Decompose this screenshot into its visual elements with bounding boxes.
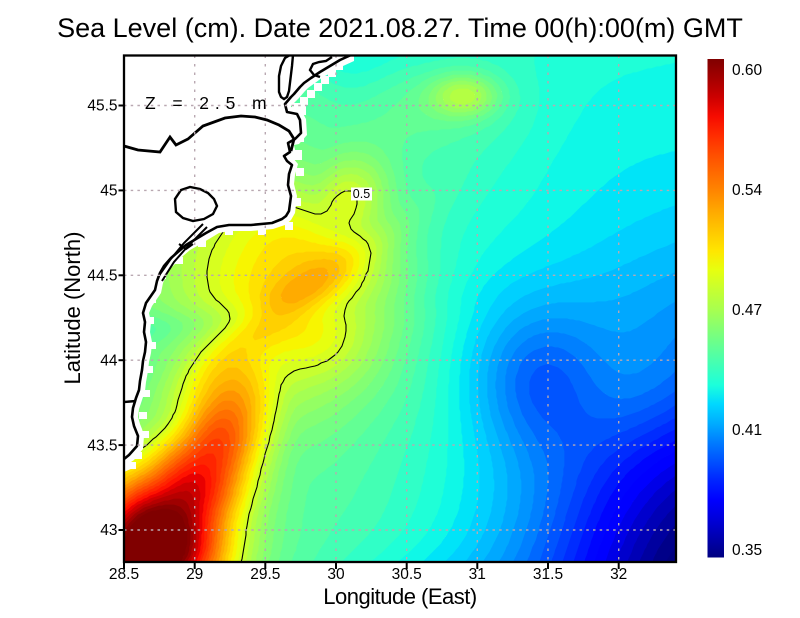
- svg-text:44: 44: [100, 352, 118, 369]
- svg-text:31.5: 31.5: [533, 566, 563, 583]
- svg-text:43.5: 43.5: [87, 437, 117, 454]
- svg-text:0.54: 0.54: [732, 182, 763, 199]
- svg-text:32: 32: [610, 566, 627, 583]
- svg-text:30: 30: [327, 566, 345, 583]
- svg-text:Z = 2.5 m: Z = 2.5 m: [145, 93, 273, 113]
- svg-text:29.5: 29.5: [250, 566, 280, 583]
- svg-text:Sea Level (cm). Date 2021.08.2: Sea Level (cm). Date 2021.08.27. Time 00…: [57, 13, 743, 43]
- svg-text:30.5: 30.5: [392, 566, 422, 583]
- svg-text:45: 45: [100, 183, 117, 200]
- svg-text:44.5: 44.5: [87, 268, 117, 285]
- svg-text:29: 29: [186, 566, 203, 583]
- svg-text:45.5: 45.5: [87, 98, 117, 115]
- svg-text:0.47: 0.47: [732, 302, 762, 319]
- svg-text:31: 31: [469, 566, 486, 583]
- svg-text:0.5: 0.5: [353, 187, 370, 201]
- svg-text:Longitude (East): Longitude (East): [323, 584, 476, 609]
- svg-text:Latitude (North): Latitude (North): [60, 232, 85, 385]
- svg-text:43: 43: [100, 522, 117, 539]
- svg-text:0.35: 0.35: [732, 542, 762, 559]
- svg-text:28.5: 28.5: [109, 566, 139, 583]
- svg-text:0.60: 0.60: [732, 62, 763, 79]
- svg-text:0.41: 0.41: [732, 422, 762, 439]
